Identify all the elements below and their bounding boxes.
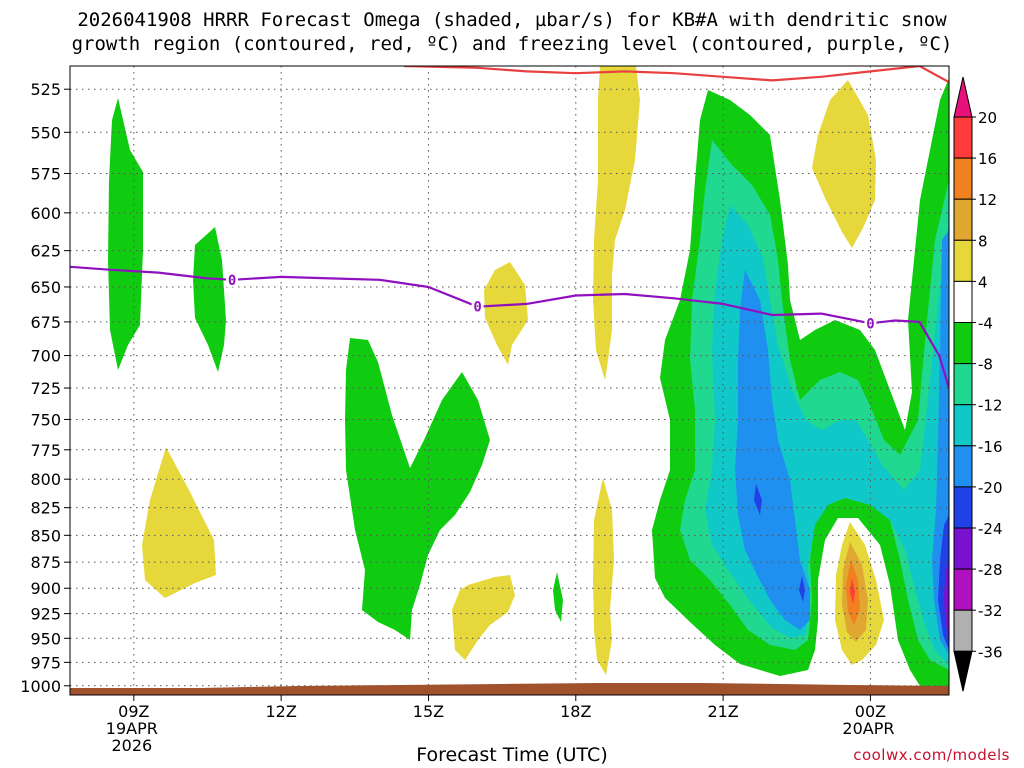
colorbar-label: 20 (978, 109, 997, 127)
colorbar-bin (953, 404, 973, 447)
x-tick-year: 2026 (111, 736, 152, 755)
contour-label-bg (864, 315, 877, 331)
colorbar-under-triangle (953, 650, 973, 692)
colorbar-label: -28 (978, 561, 1003, 579)
y-tick-label: 875 (30, 553, 61, 572)
contour-label: 0 (228, 273, 236, 289)
credit-text: coolwx.com/models (853, 746, 1010, 764)
omega-shade-yellow-a (142, 447, 216, 598)
plot-frame (69, 65, 950, 696)
chart-title: 2026041908 HRRR Forecast Omega (shaded, … (0, 8, 1024, 56)
x-tick-label: 00Z (855, 702, 886, 721)
colorbar-bin (953, 239, 973, 282)
y-tick-label: 550 (30, 123, 61, 142)
y-tick-label: 975 (30, 653, 61, 672)
omega-shade-yellow-e (452, 575, 515, 660)
colorbar: 20 16 12 8 4 -4 -8 -12 -16 -20 -24 -28 -32 -36 (953, 76, 1003, 692)
colorbar-bin (953, 157, 973, 200)
colorbar-bin (953, 322, 973, 365)
x-tick-date: 19APR (106, 719, 158, 738)
colorbar-label: 12 (978, 191, 997, 209)
omega-shade-green-c (345, 338, 490, 640)
colorbar-bin (953, 609, 973, 652)
y-tick-label: 775 (30, 441, 61, 460)
omega-shade-red (850, 578, 855, 604)
omega-shade-green-a (108, 98, 143, 370)
dgz-line (403, 66, 949, 84)
colorbar-label: 16 (978, 150, 997, 168)
contour-label: 0 (866, 316, 874, 332)
omega-shade-yellow-c (593, 66, 640, 380)
y-tick-label: 650 (30, 278, 61, 297)
x-axis-label: Forecast Time (UTC) (416, 744, 608, 766)
omega-shade-green-d (553, 572, 563, 622)
y-tick-label: 925 (30, 605, 61, 624)
contour-label-bg (471, 298, 484, 314)
x-tick-label: 18Z (560, 702, 591, 721)
y-axis: 525 550 575 600 625 650 675 700 725 750 775 800 825 8… (20, 80, 70, 696)
colorbar-bin (953, 363, 973, 406)
colorbar-label: -36 (978, 643, 1003, 661)
omega-shade-yellow-d (593, 478, 614, 675)
y-tick-label: 575 (30, 164, 61, 183)
colorbar-bin (953, 198, 973, 241)
colorbar-label: -16 (978, 438, 1003, 456)
y-tick-label: 850 (30, 526, 61, 545)
contour-label-bg (226, 271, 239, 287)
colorbar-bin (953, 445, 973, 488)
y-tick-label: 725 (30, 379, 61, 398)
colorbar-bin (953, 568, 973, 611)
omega-shade-darkblue-b (799, 576, 805, 602)
y-tick-label: 625 (30, 242, 61, 261)
colorbar-bin (953, 280, 973, 323)
y-tick-label: 1000 (20, 677, 61, 696)
colorbar-label: -20 (978, 479, 1003, 497)
omega-shade-yellow-b (484, 262, 528, 365)
colorbar-label: -12 (978, 397, 1003, 415)
x-tick-label: 15Z (413, 702, 444, 721)
y-tick-label: 800 (30, 470, 61, 489)
title-line-2: growth region (contoured, red, ºC) and f… (71, 33, 953, 55)
y-tick-label: 950 (30, 629, 61, 648)
x-tick-date: 20APR (842, 719, 894, 738)
omega-shade-green-b (193, 227, 226, 372)
omega-shading (108, 66, 949, 690)
colorbar-label: -8 (978, 356, 993, 374)
y-tick-label: 600 (30, 204, 61, 223)
y-tick-label: 900 (30, 579, 61, 598)
y-tick-label: 525 (30, 80, 61, 99)
y-tick-label: 825 (30, 499, 61, 518)
colorbar-label: 4 (978, 273, 988, 291)
contour-lines: 0 0 0 (70, 66, 949, 389)
y-tick-label: 750 (30, 410, 61, 429)
colorbar-label: -4 (978, 315, 993, 333)
freezing-level-line (70, 265, 949, 389)
colorbar-label: 8 (978, 232, 988, 250)
x-tick-label: 21Z (707, 702, 738, 721)
omega-shade-purple-right (944, 560, 949, 640)
y-tick-label: 675 (30, 313, 61, 332)
colorbar-over-triangle (953, 76, 973, 118)
title-line-1: 2026041908 HRRR Forecast Omega (shaded, … (77, 9, 947, 31)
colorbar-bin (953, 486, 973, 529)
x-tick-label: 09Z (118, 702, 149, 721)
colorbar-label: -32 (978, 602, 1003, 620)
x-tick-label: 12Z (265, 702, 296, 721)
y-tick-label: 700 (30, 347, 61, 366)
colorbar-bin (953, 116, 973, 159)
omega-shade-yellow-f (812, 80, 876, 248)
terrain-surface (70, 683, 949, 695)
colorbar-label: -24 (978, 520, 1003, 538)
colorbar-bin (953, 527, 973, 570)
contour-label: 0 (473, 300, 481, 316)
